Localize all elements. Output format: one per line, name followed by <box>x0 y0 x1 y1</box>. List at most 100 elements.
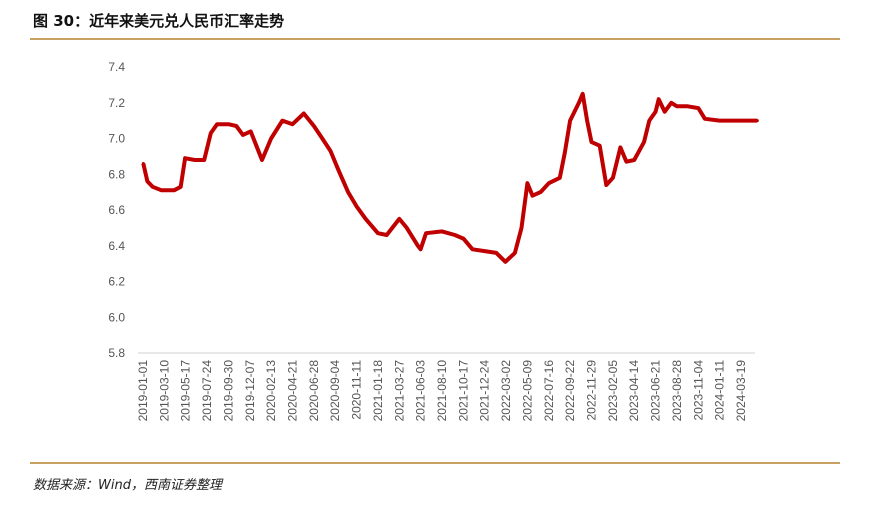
x-tick-label: 2019-05-17 <box>179 360 193 422</box>
data-point <box>424 231 428 235</box>
data-point <box>577 101 581 105</box>
data-point <box>302 111 306 115</box>
data-point <box>513 251 517 255</box>
x-tick-label: 2023-11-04 <box>691 360 705 421</box>
x-tick-label: 2019-01-01 <box>136 360 150 422</box>
bottom-rule <box>30 462 840 464</box>
data-point <box>669 101 673 105</box>
data-point <box>329 149 333 153</box>
y-tick-label: 6.6 <box>108 203 125 217</box>
data-point <box>547 181 551 185</box>
data-point <box>642 140 646 144</box>
x-tick-label: 2024-01-11 <box>713 360 727 421</box>
data-point <box>209 131 213 135</box>
data-point <box>453 233 457 237</box>
data-point <box>405 226 409 230</box>
data-point <box>581 92 585 96</box>
y-tick-label: 5.8 <box>108 346 125 360</box>
data-point <box>590 140 593 144</box>
x-tick-label: 2022-11-29 <box>585 360 599 421</box>
data-point <box>483 249 487 253</box>
data-point <box>355 204 359 208</box>
data-point <box>241 133 245 137</box>
data-point <box>145 179 149 183</box>
data-point <box>675 104 679 108</box>
data-point <box>729 119 733 123</box>
data-point <box>416 244 420 248</box>
x-tick-label: 2019-09-30 <box>221 360 235 422</box>
data-point <box>461 237 465 241</box>
x-tick-label: 2020-04-21 <box>286 360 300 422</box>
data-point <box>568 119 572 123</box>
data-point <box>234 124 238 128</box>
data-point <box>647 119 651 123</box>
data-point <box>419 247 423 251</box>
data-point <box>183 156 187 160</box>
x-tick-label: 2021-03-27 <box>392 360 406 422</box>
x-tick-label: 2023-04-14 <box>627 360 641 422</box>
data-point <box>397 217 401 221</box>
y-tick-label: 6.4 <box>108 239 125 253</box>
x-tick-label: 2022-03-02 <box>499 360 513 422</box>
x-tick-label: 2022-09-22 <box>563 360 577 422</box>
x-tick-label: 2019-07-24 <box>200 360 214 422</box>
y-tick-label: 7.4 <box>108 60 125 74</box>
data-point <box>312 124 316 128</box>
x-tick-label: 2019-03-10 <box>157 360 171 422</box>
data-point <box>598 144 602 148</box>
data-point <box>440 229 444 233</box>
data-point <box>376 231 380 235</box>
data-point <box>525 181 529 185</box>
y-tick-label: 7.0 <box>108 132 125 146</box>
data-point <box>539 190 543 194</box>
data-point <box>320 137 324 140</box>
data-point <box>346 190 350 194</box>
y-tick-label: 7.2 <box>108 96 125 110</box>
data-point <box>503 260 507 264</box>
x-tick-label: 2023-08-28 <box>670 360 684 422</box>
data-point <box>632 158 636 162</box>
data-point <box>654 110 658 114</box>
data-point <box>179 185 183 189</box>
x-tick-label: 2020-02-13 <box>264 360 278 422</box>
top-rule <box>30 38 840 40</box>
data-point <box>470 247 474 251</box>
x-tick-label: 2024-03-19 <box>734 360 748 422</box>
data-point <box>269 137 273 140</box>
y-tick-label: 6.2 <box>108 275 125 289</box>
x-tick-label: 2021-08-10 <box>435 360 449 422</box>
figure-title: 图 30：近年来美元兑人民币汇率走势 <box>33 12 285 30</box>
data-point <box>604 183 608 187</box>
data-point <box>686 104 690 108</box>
data-point <box>558 176 562 180</box>
x-tick-label: 2023-02-05 <box>606 360 620 422</box>
data-point <box>519 226 523 230</box>
data-point <box>385 233 389 237</box>
data-point <box>563 151 567 155</box>
x-tick-label: 2020-06-28 <box>307 360 321 422</box>
source-note: 数据来源：Wind，西南证券整理 <box>33 478 222 493</box>
data-point <box>260 158 264 162</box>
data-point <box>703 117 707 121</box>
data-point <box>141 162 145 166</box>
data-point <box>291 122 294 126</box>
data-point <box>618 145 622 149</box>
data-point <box>337 169 341 173</box>
x-tick-label: 2020-09-04 <box>328 360 342 422</box>
data-point <box>739 119 743 123</box>
x-tick-label: 2021-06-03 <box>414 360 428 422</box>
data-point <box>226 122 230 126</box>
data-point <box>193 158 197 162</box>
data-point <box>202 158 206 162</box>
data-point <box>663 110 667 114</box>
data-point <box>530 194 534 198</box>
data-point <box>151 185 155 189</box>
data-point <box>696 106 700 110</box>
data-point <box>624 160 628 164</box>
y-tick-label: 6.0 <box>108 310 125 324</box>
x-tick-label: 2021-01-18 <box>371 360 385 422</box>
usd-cny-line <box>141 91 758 264</box>
data-point <box>657 97 661 101</box>
data-point <box>611 176 615 180</box>
